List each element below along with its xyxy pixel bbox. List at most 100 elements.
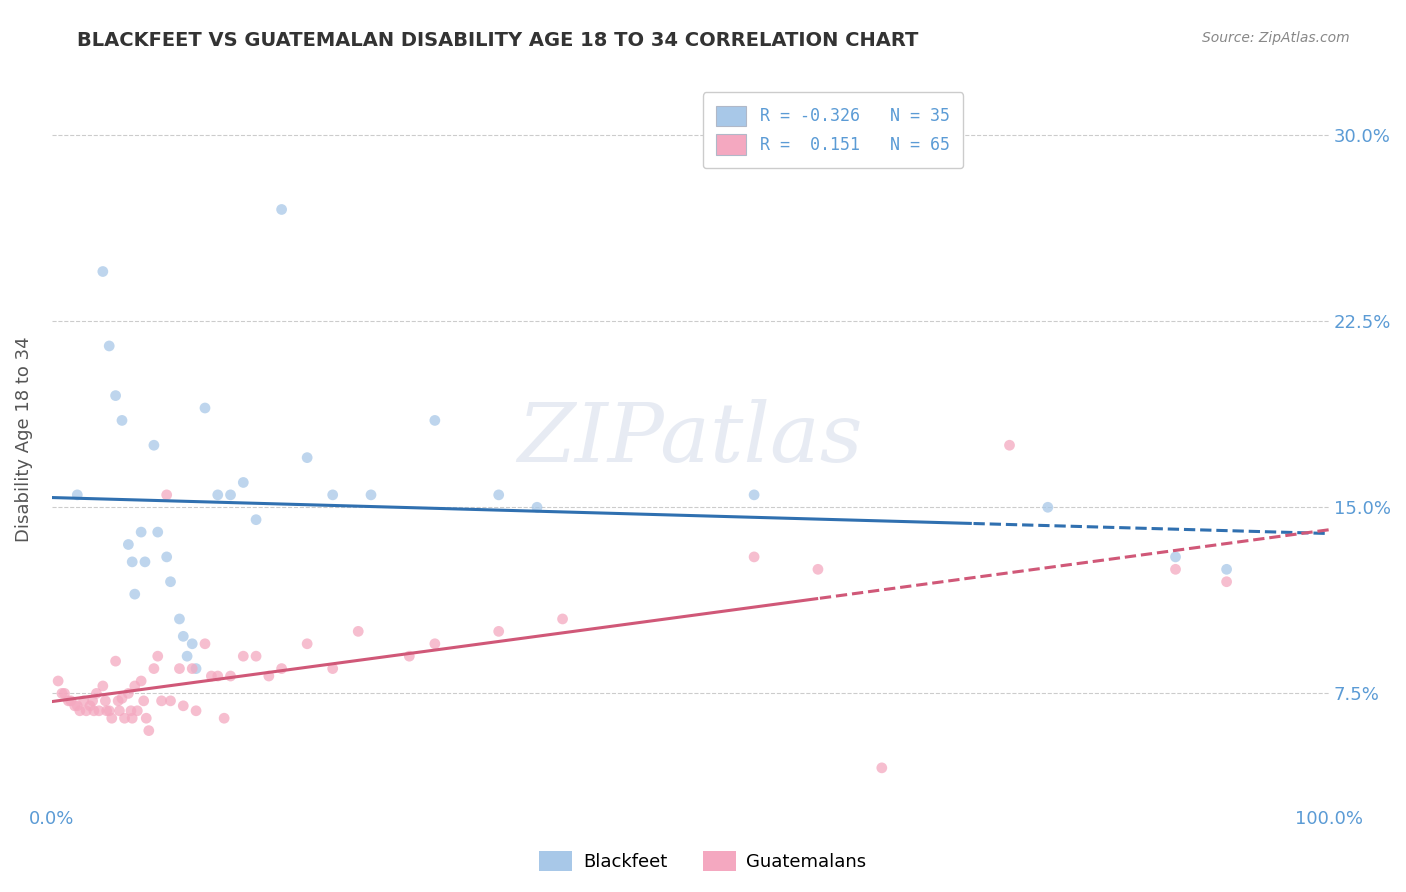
Point [124, 587, 146, 601]
Point [69, 704, 91, 718]
Point [111, 413, 134, 427]
Point [360, 488, 382, 502]
Point [870, 761, 893, 775]
Point [127, 704, 149, 718]
Point [117, 537, 139, 551]
Point [146, 525, 169, 540]
Text: BLACKFEET VS GUATEMALAN DISABILITY AGE 18 TO 34 CORRELATION CHART: BLACKFEET VS GUATEMALAN DISABILITY AGE 1… [77, 31, 918, 50]
Point [129, 673, 152, 688]
Point [322, 488, 344, 502]
Point [488, 488, 510, 502]
Point [159, 694, 181, 708]
Point [104, 388, 127, 402]
Point [181, 637, 204, 651]
Point [135, 711, 157, 725]
Point [219, 669, 242, 683]
Point [108, 704, 131, 718]
Point [398, 649, 420, 664]
Point [98, 704, 121, 718]
Point [232, 649, 254, 664]
Point [423, 413, 446, 427]
Point [1164, 562, 1187, 576]
Point [245, 649, 267, 664]
Point [142, 438, 165, 452]
Point [146, 649, 169, 664]
Point [73, 694, 96, 708]
Point [53, 686, 76, 700]
Point [219, 488, 242, 502]
Point [172, 629, 194, 643]
Point [184, 662, 207, 676]
Point [51, 686, 73, 700]
Point [176, 649, 198, 664]
Point [142, 662, 165, 676]
Point [257, 669, 280, 683]
Text: Source: ZipAtlas.com: Source: ZipAtlas.com [1202, 31, 1350, 45]
Point [59, 694, 82, 708]
Point [120, 704, 142, 718]
Point [111, 691, 134, 706]
Point [87, 704, 110, 718]
Point [169, 662, 191, 676]
Point [124, 679, 146, 693]
Legend: Blackfeet, Guatemalans: Blackfeet, Guatemalans [533, 844, 873, 879]
Point [295, 450, 318, 465]
Point [100, 711, 122, 725]
Point [551, 612, 574, 626]
Point [75, 704, 97, 718]
Point [270, 202, 292, 217]
Point [129, 525, 152, 540]
Point [200, 669, 222, 683]
Point [104, 654, 127, 668]
Point [232, 475, 254, 490]
Point [150, 694, 173, 708]
Point [181, 662, 204, 676]
Point [742, 549, 765, 564]
Point [169, 612, 191, 626]
Point [194, 401, 217, 415]
Point [107, 694, 129, 708]
Point [91, 264, 114, 278]
Point [526, 500, 548, 515]
Point [98, 339, 121, 353]
Point [742, 488, 765, 502]
Point [58, 694, 80, 708]
Point [322, 662, 344, 676]
Point [159, 574, 181, 589]
Point [114, 711, 136, 725]
Point [807, 562, 830, 576]
Point [212, 711, 235, 725]
Point [94, 694, 117, 708]
Point [132, 694, 155, 708]
Point [156, 549, 179, 564]
Point [66, 698, 89, 713]
Point [138, 723, 160, 738]
Point [347, 624, 370, 639]
Point [117, 686, 139, 700]
Point [86, 686, 108, 700]
Point [134, 555, 156, 569]
Point [207, 488, 229, 502]
Point [1215, 562, 1237, 576]
Point [207, 669, 229, 683]
Point [121, 555, 143, 569]
Y-axis label: Disability Age 18 to 34: Disability Age 18 to 34 [15, 336, 32, 541]
Point [156, 488, 179, 502]
Point [295, 637, 318, 651]
Point [488, 624, 510, 639]
Point [91, 679, 114, 693]
Point [83, 704, 105, 718]
Legend: R = -0.326   N = 35, R =  0.151   N = 65: R = -0.326 N = 35, R = 0.151 N = 65 [703, 92, 963, 168]
Point [63, 698, 86, 713]
Point [245, 513, 267, 527]
Point [82, 694, 104, 708]
Point [79, 698, 101, 713]
Point [1036, 500, 1059, 515]
Point [121, 711, 143, 725]
Text: ZIPatlas: ZIPatlas [517, 399, 863, 479]
Point [998, 438, 1021, 452]
Point [270, 662, 292, 676]
Point [1215, 574, 1237, 589]
Point [96, 704, 118, 718]
Point [184, 704, 207, 718]
